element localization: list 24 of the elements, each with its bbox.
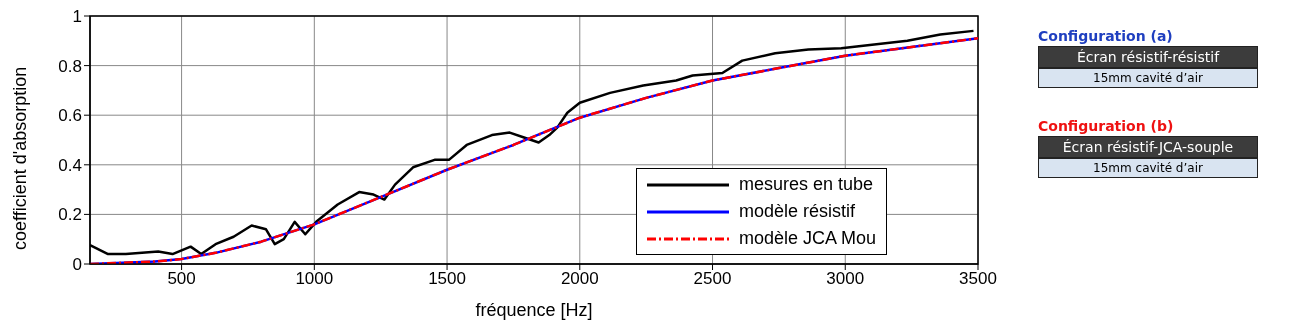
x-tick-label: 3500 bbox=[959, 269, 997, 289]
y-tick-label: 1 bbox=[72, 7, 82, 27]
legend-label: modèle résistif bbox=[739, 201, 856, 222]
x-tick-label: 1000 bbox=[295, 269, 334, 289]
legend-label: mesures en tube bbox=[739, 174, 874, 195]
x-axis-title: fréquence [Hz] bbox=[475, 300, 593, 320]
text: Configuration (a) bbox=[1038, 28, 1174, 44]
x-tick-label: 1500 bbox=[428, 269, 466, 289]
y-tick-label: 0.2 bbox=[58, 205, 82, 225]
y-tick-label: 0.8 bbox=[58, 56, 82, 76]
x-tick-label: 2000 bbox=[560, 269, 599, 289]
text: Écran résistif-résistif bbox=[1038, 46, 1258, 68]
y-axis-title: coefficient d'absorption bbox=[10, 66, 31, 250]
x-tick-label: 500 bbox=[167, 269, 196, 289]
x-tick-label: 3000 bbox=[826, 269, 865, 289]
text: 15mm cavité d’air bbox=[1038, 158, 1258, 178]
text: Configuration (b) bbox=[1038, 118, 1175, 134]
text: Écran résistif-JCA-souple bbox=[1038, 136, 1258, 158]
text: 15mm cavité d’air bbox=[1038, 68, 1258, 88]
y-tick-label: 0.4 bbox=[58, 155, 82, 175]
y-tick-label: 0.6 bbox=[58, 106, 82, 126]
x-tick-label: 2500 bbox=[693, 269, 732, 289]
legend-label: modèle JCA Mou bbox=[739, 228, 877, 249]
y-tick-label: 0 bbox=[72, 255, 82, 275]
